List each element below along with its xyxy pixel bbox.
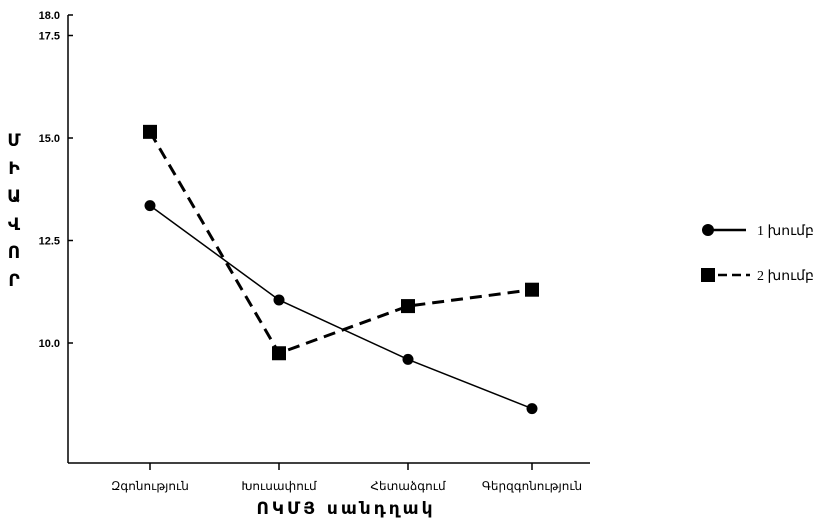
- y-axis-title-letter: Ի: [8, 159, 20, 179]
- y-tick-label: 17.5: [39, 31, 60, 43]
- y-axis-title-letter: Մ: [7, 131, 21, 151]
- x-tick-label: Գերզգոնություն: [482, 479, 582, 493]
- y-axis-title-letter: Ր: [8, 271, 20, 291]
- legend-marker: [701, 268, 715, 282]
- legend-label: 2 խումբ: [757, 269, 814, 284]
- data-point: [272, 346, 286, 361]
- x-tick-label: Խուսափում: [241, 479, 317, 493]
- y-tick-label: 10.0: [39, 338, 60, 350]
- data-point: [401, 299, 415, 314]
- y-tick-label: 18.0: [39, 10, 60, 22]
- data-point: [143, 124, 157, 139]
- series-line: [148, 131, 533, 356]
- data-point: [525, 282, 539, 297]
- legend-marker: [702, 224, 714, 236]
- y-tick-label: 15.0: [39, 133, 60, 145]
- y-tick-label: 12.5: [39, 236, 60, 248]
- data-point: [273, 294, 285, 306]
- data-point: [144, 200, 156, 212]
- y-axis-title-letter: Ո: [8, 243, 20, 263]
- series-markers: [143, 124, 539, 415]
- axes: [67, 14, 590, 470]
- series-line: [149, 205, 533, 410]
- data-point: [526, 403, 538, 415]
- legend: 1 խումբ 2 խումբ: [701, 224, 814, 284]
- chart-text: 10.0 12.5 15.0 17.5 18.0 Զգոնություն Խուսափում…: [7, 10, 582, 519]
- x-tick-label: Զգոնություն: [111, 479, 189, 493]
- series-lines: [148, 131, 533, 410]
- data-point: [402, 353, 414, 365]
- y-axis-title-letter: Ա: [7, 187, 21, 207]
- legend-label: 1 խումբ: [757, 224, 814, 239]
- x-tick-label: Հետաձգում: [370, 479, 446, 493]
- y-axis-title-letter: Վ: [8, 215, 21, 235]
- x-axis-title: ՈԿՄՅ սանդղակ: [256, 499, 435, 519]
